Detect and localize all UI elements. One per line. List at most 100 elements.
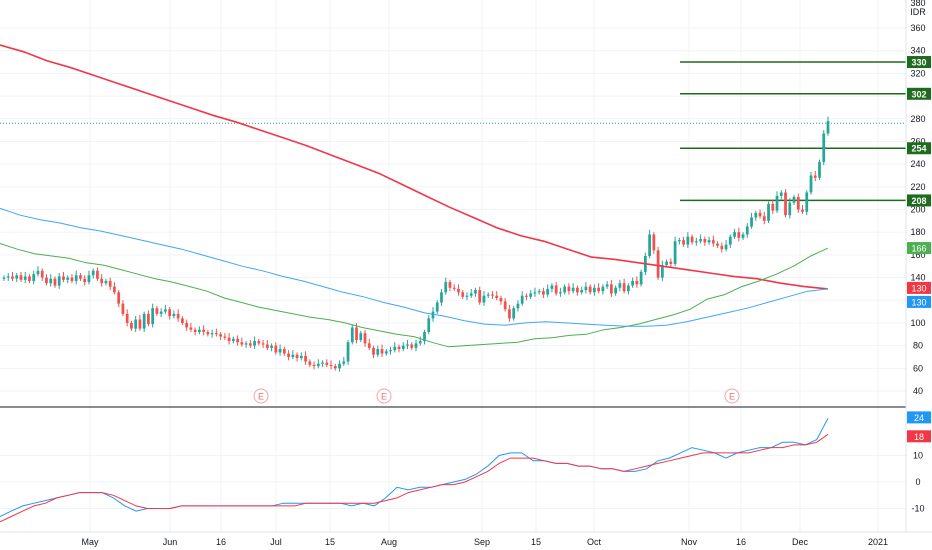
oscillator-tick-label: 0: [915, 477, 920, 487]
candle-body: [767, 203, 770, 221]
moving-average-slow: [0, 44, 829, 290]
candle-body: [418, 341, 422, 344]
level-badge: [907, 56, 931, 69]
candle-body: [138, 319, 142, 329]
time-tick-label: 16: [216, 537, 226, 547]
price-tick-label: 360: [910, 23, 925, 33]
price-tick-label: 180: [910, 227, 925, 237]
candle-body: [652, 234, 656, 251]
candle-body: [45, 277, 48, 284]
candle-body: [537, 291, 541, 293]
candle-body: [380, 349, 384, 354]
candle-body: [96, 270, 99, 279]
time-tick-label: 15: [531, 537, 541, 547]
candle-body: [431, 311, 435, 319]
candle-body: [23, 276, 27, 280]
candle-body: [244, 343, 248, 345]
candle-body: [660, 265, 664, 278]
candle-body: [278, 349, 282, 353]
candle-body: [15, 275, 19, 279]
candle-body: [610, 284, 613, 294]
price-axis-badges: 330 302 254 208 166 130 130: [907, 56, 931, 308]
ma-badge-label: 130: [911, 297, 926, 307]
earnings-marker[interactable]: E: [376, 388, 392, 404]
ma-badge-label: 130: [911, 283, 926, 293]
candle-body: [601, 286, 605, 292]
candle-body: [626, 285, 630, 292]
candle-body: [435, 302, 439, 312]
candle-body: [694, 241, 698, 243]
earnings-marker[interactable]: E: [724, 388, 740, 404]
time-tick-label: Aug: [381, 537, 397, 547]
candle-body: [28, 276, 31, 281]
candle-body: [805, 192, 809, 212]
candle-body: [771, 203, 775, 211]
level-badge: [907, 87, 931, 100]
candle-body: [533, 292, 537, 294]
candle-body: [363, 333, 367, 344]
earnings-marker-label: E: [258, 392, 264, 402]
candlesticks: [2, 116, 830, 372]
earnings-marker[interactable]: E: [253, 388, 269, 404]
earnings-marker-circle: [724, 388, 740, 404]
candle-body: [198, 329, 201, 333]
oscillator-badge-label: 18: [914, 432, 924, 442]
time-axis[interactable]: May Jun 16 Jul 15 Aug Sep 15 Oct Nov 16 Dec 2021: [0, 531, 932, 547]
candle-body: [6, 276, 10, 278]
candle-body: [11, 276, 14, 279]
time-tick-label: Dec: [792, 537, 809, 547]
candle-body: [372, 347, 375, 355]
oscillator-tick-label: -10: [911, 504, 924, 514]
candle-body: [457, 288, 460, 293]
level-badge: [907, 194, 931, 207]
candle-body: [164, 309, 167, 312]
moving-average-mid: [0, 243, 829, 348]
earnings-marker-circle: [253, 388, 269, 404]
candle-body: [172, 313, 176, 317]
candle-body: [486, 294, 490, 296]
candle-body: [299, 355, 303, 359]
candle-body: [448, 282, 452, 288]
earnings-marker-label: E: [729, 392, 735, 402]
candle-body: [401, 345, 405, 350]
oscillator-line: [0, 433, 829, 523]
oscillator-badges: 24 18: [907, 411, 931, 443]
candle-body: [648, 234, 651, 257]
candle-body: [728, 236, 732, 245]
price-tick-label: 280: [910, 114, 925, 124]
candle-body: [214, 333, 218, 335]
time-tick-label: Nov: [681, 537, 698, 547]
candle-body: [508, 309, 511, 319]
candle-body: [189, 327, 193, 330]
candle-body: [308, 361, 312, 365]
candle-body: [733, 232, 736, 237]
oscillator-badge-label: 24: [914, 413, 924, 423]
candle-body: [265, 344, 269, 348]
candle-body: [444, 282, 448, 293]
candle-body: [826, 121, 830, 134]
price-tick-label: 200: [910, 205, 925, 215]
time-tick-label: May: [81, 537, 99, 547]
candle-body: [605, 284, 609, 287]
price-tick-label: 140: [910, 273, 925, 283]
candle-body: [635, 280, 639, 285]
candle-body: [639, 271, 643, 285]
candle-body: [503, 301, 507, 310]
candle-body: [703, 238, 707, 243]
candle-body: [261, 343, 265, 345]
oscillator-pane[interactable]: [0, 418, 906, 523]
candle-body: [274, 345, 278, 353]
candle-body: [147, 313, 150, 325]
candle-body: [614, 287, 618, 294]
price-axis-ticks: 3603403203002802602402202001801601401201…: [910, 23, 925, 396]
price-axis-top-label: 380: [910, 0, 925, 8]
price-axis[interactable]: 3603403203002802602402202001801601401201…: [905, 0, 932, 532]
price-gridlines: [0, 0, 906, 532]
candle-body: [168, 309, 172, 317]
candle-body: [291, 354, 295, 357]
candle-body: [40, 270, 44, 278]
candle-body: [423, 332, 426, 342]
